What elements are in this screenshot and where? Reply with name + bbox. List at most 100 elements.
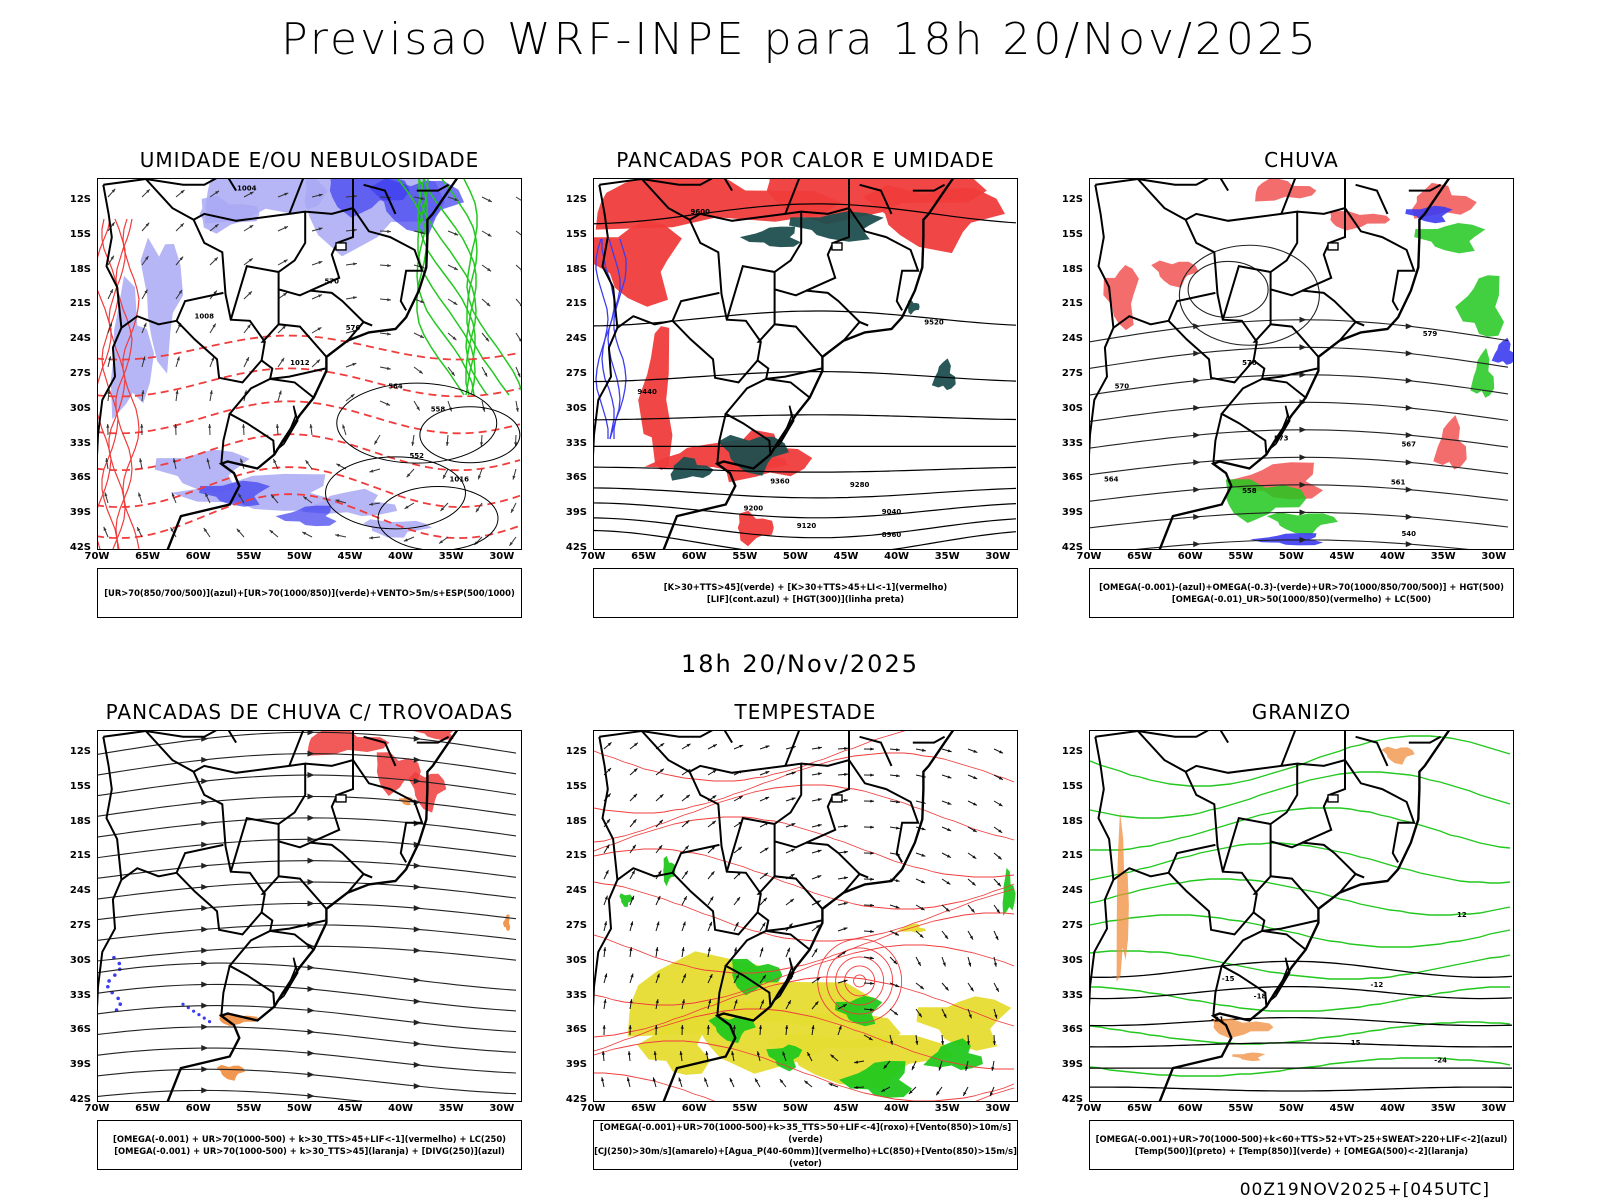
vector-head — [445, 442, 449, 446]
latitude-tick-label: 30S — [565, 402, 587, 414]
vector-head — [817, 875, 822, 879]
vector-head — [936, 1091, 940, 1096]
contour-label: 540 — [1401, 530, 1416, 538]
longitude-tick-label: 40W — [388, 1103, 414, 1114]
rain-uplift-blue — [1250, 533, 1324, 546]
vector-head — [943, 1014, 947, 1018]
vector-head — [633, 793, 637, 798]
wind-vector — [515, 298, 521, 306]
vector-head — [211, 356, 215, 361]
vector-head — [632, 844, 636, 849]
streamline-arrow — [201, 1002, 209, 1009]
vector-head — [921, 827, 926, 831]
thickness-contour — [115, 218, 133, 549]
vector-head — [998, 802, 1003, 807]
vector-head — [209, 390, 213, 395]
temp850-contour — [1090, 1021, 1511, 1045]
longitude-tick-label: 55W — [1228, 1103, 1254, 1114]
streamline-arrow — [413, 735, 421, 742]
vector-head — [138, 492, 142, 497]
vector-head — [817, 746, 822, 750]
streamline — [1090, 484, 1509, 502]
vector-head — [109, 289, 113, 294]
latitude-tick-label: 21S — [1061, 850, 1083, 862]
vector-head — [997, 882, 1001, 887]
contour-label: -12 — [1371, 981, 1384, 989]
vector-head — [844, 824, 848, 828]
vector-head — [107, 390, 111, 394]
streamline — [98, 817, 517, 838]
political-border — [1185, 762, 1365, 879]
vector-head — [734, 999, 738, 1004]
vector-head — [965, 1066, 969, 1071]
pressure-isobar — [419, 406, 521, 464]
divergence-marker — [106, 984, 110, 989]
vector-head — [804, 1080, 809, 1085]
vector-head — [214, 224, 219, 228]
strong-wind-850 — [663, 855, 676, 887]
vector-head — [659, 819, 663, 824]
political-border — [1408, 735, 1442, 744]
anticyclone-circulation — [1187, 260, 1269, 318]
showers-thunder-red — [413, 731, 454, 741]
vector-head — [731, 1051, 735, 1056]
vector-head — [685, 845, 689, 850]
lc850-streamline — [594, 944, 1015, 1006]
humidity-low-levels — [463, 179, 521, 392]
streamline-arrow — [1299, 536, 1307, 543]
streamline-arrow — [1299, 371, 1307, 378]
vector-head — [788, 923, 793, 928]
cyclone-circulation — [835, 956, 885, 1006]
vector-head — [868, 1036, 873, 1041]
vector-head — [336, 463, 341, 467]
vector-head — [630, 895, 634, 900]
contour-label: 1008 — [195, 313, 215, 321]
political-border — [260, 875, 280, 895]
legend-line: [Temp(500)](preto) + [Temp(850)](verde) … — [1134, 1146, 1469, 1156]
vector-head — [790, 898, 794, 903]
political-border — [1252, 875, 1272, 895]
vector-head — [791, 771, 796, 775]
hgt300-contour — [594, 414, 1017, 421]
vector-head — [607, 767, 612, 772]
map-plot — [97, 730, 522, 1102]
longitude-tick-label: 55W — [1228, 551, 1254, 562]
temp500-contour — [1090, 1042, 1513, 1048]
streamline-arrow — [413, 756, 421, 763]
streamline — [1090, 401, 1509, 422]
vector-head — [316, 359, 321, 364]
streamline-arrow — [307, 857, 315, 864]
vector-head — [111, 222, 115, 227]
streamline — [98, 1026, 517, 1053]
contour-label: 576 — [346, 324, 361, 332]
vector-head — [475, 508, 480, 513]
streamline — [98, 838, 517, 859]
vector-head — [282, 325, 286, 330]
political-border — [1221, 265, 1271, 320]
vector-head — [817, 823, 822, 827]
vector-head — [791, 823, 796, 827]
vector-head — [854, 1060, 859, 1064]
political-border — [98, 327, 123, 456]
rain-uplift-red — [1330, 211, 1391, 231]
vector-head — [921, 880, 926, 884]
vector-head — [659, 794, 664, 798]
latitude-tick-label: 39S — [69, 507, 91, 519]
vector-head — [602, 1025, 606, 1029]
political-border — [1167, 320, 1255, 384]
vector-head — [996, 909, 1000, 914]
hgt300-contour — [594, 466, 1017, 473]
latitude-tick-label: 15S — [565, 780, 587, 792]
vector-head — [969, 935, 973, 940]
latitude-tick-label: 33S — [1061, 989, 1083, 1001]
vector-head — [630, 921, 634, 926]
streamline — [1090, 456, 1509, 476]
vector-head — [758, 1025, 763, 1029]
vector-head — [816, 924, 820, 929]
thickness-contour — [98, 400, 521, 435]
vector-head — [236, 528, 241, 533]
vector-head — [520, 270, 521, 272]
vector-head — [870, 851, 874, 855]
rain-uplift-red — [1255, 179, 1317, 202]
longitude-tick-label: 30W — [985, 551, 1011, 562]
